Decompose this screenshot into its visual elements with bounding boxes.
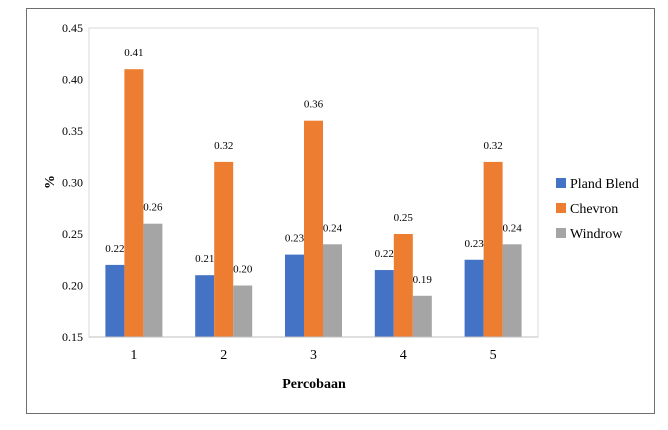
y-tick-label: 0.25 xyxy=(62,227,83,241)
y-axis-title: % xyxy=(43,175,58,189)
bar-windrow-4 xyxy=(412,295,432,337)
legend: Pland Blend Chevron Windrow xyxy=(556,177,639,242)
y-tick-label: 0.15 xyxy=(62,330,83,344)
data-label: 0.21 xyxy=(195,253,214,265)
bar-pland-blend-3 xyxy=(285,254,304,337)
legend-label: Chevron xyxy=(570,202,618,217)
x-tick-label: 4 xyxy=(400,348,407,363)
x-tick-label: 1 xyxy=(130,348,137,363)
y-tick-label: 0.40 xyxy=(62,73,83,87)
data-label: 0.20 xyxy=(233,264,253,276)
x-axis-ticks: 1 2 3 4 5 xyxy=(130,348,496,363)
x-axis-title: Percobaan xyxy=(282,377,346,392)
legend-label: Pland Blend xyxy=(570,177,639,192)
x-tick-label: 3 xyxy=(310,348,317,363)
bar-chevron-5 xyxy=(483,161,503,337)
data-label: 0.24 xyxy=(323,222,343,234)
data-label: 0.32 xyxy=(214,140,233,152)
data-label: 0.19 xyxy=(413,274,433,286)
data-label: 0.23 xyxy=(464,238,484,250)
y-tick-label: 0.35 xyxy=(62,124,83,138)
bar-pland-blend-4 xyxy=(374,270,394,337)
data-label: 0.26 xyxy=(143,202,163,214)
data-label: 0.25 xyxy=(394,212,414,224)
data-label: 0.23 xyxy=(285,233,305,245)
bar-windrow-2 xyxy=(233,285,253,337)
bar-pland-blend-2 xyxy=(195,275,215,337)
data-label: 0.36 xyxy=(304,99,324,111)
bar-chevron-4 xyxy=(393,234,413,337)
bar-pland-blend-5 xyxy=(464,259,484,337)
bar-pland-blend-1 xyxy=(105,264,125,337)
data-label: 0.32 xyxy=(483,140,502,152)
y-tick-label: 0.30 xyxy=(62,176,83,190)
y-tick-label: 0.45 xyxy=(62,21,83,35)
legend-label: Windrow xyxy=(570,227,623,242)
y-tick-label: 0.20 xyxy=(62,279,83,293)
bar-chevron-3 xyxy=(304,120,323,337)
bar-chevron-2 xyxy=(214,161,234,337)
bar-windrow-1 xyxy=(143,223,163,337)
legend-swatch-windrow xyxy=(556,228,566,238)
bar-windrow-3 xyxy=(323,244,342,337)
y-axis-ticks: 0.15 0.20 0.25 0.30 0.35 0.40 0.45 xyxy=(62,21,83,344)
bar-chevron-1 xyxy=(124,69,144,337)
data-label: 0.22 xyxy=(105,243,124,255)
legend-swatch-pland-blend xyxy=(556,178,566,188)
data-label: 0.22 xyxy=(375,248,394,260)
legend-swatch-chevron xyxy=(556,203,566,213)
bar-windrow-5 xyxy=(502,244,522,337)
bars xyxy=(105,69,522,337)
x-tick-label: 5 xyxy=(490,348,497,363)
x-tick-label: 2 xyxy=(220,348,227,363)
data-label: 0.24 xyxy=(502,222,522,234)
data-labels: 0.22 0.41 0.26 0.21 0.32 0.20 0.23 0.36 0.24 0.22… xyxy=(105,47,522,286)
data-label: 0.41 xyxy=(124,47,143,59)
